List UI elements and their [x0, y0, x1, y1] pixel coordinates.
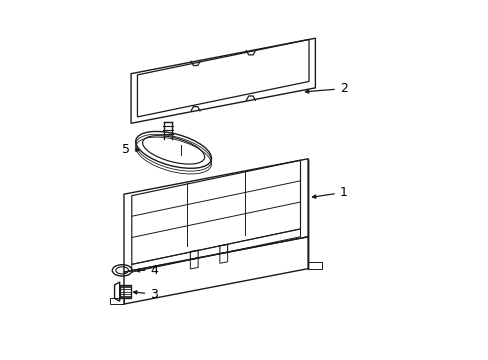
Text: 5: 5 — [122, 143, 139, 156]
Text: 1: 1 — [312, 186, 347, 199]
Text: 2: 2 — [305, 82, 347, 95]
Text: 4: 4 — [136, 264, 158, 277]
Text: 3: 3 — [133, 288, 158, 301]
